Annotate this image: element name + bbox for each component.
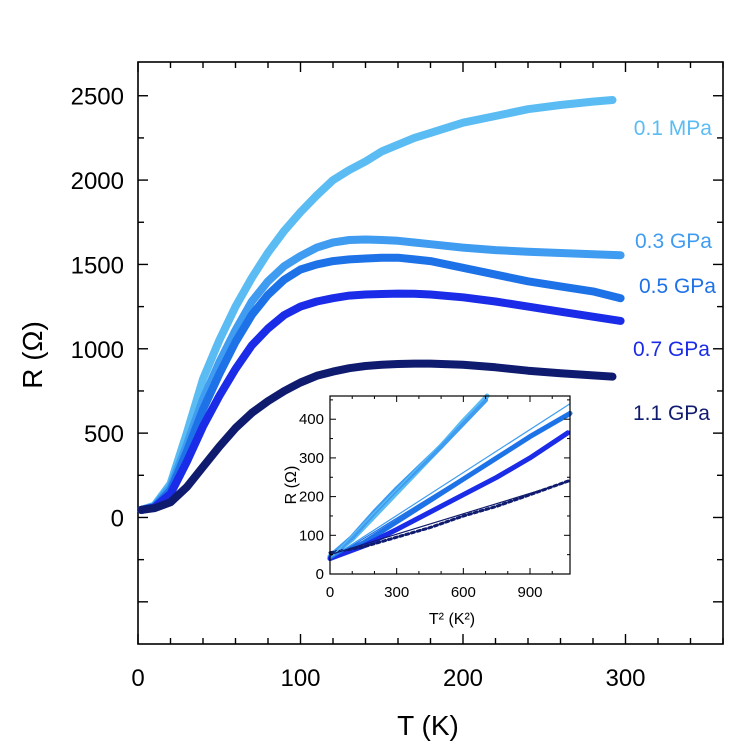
inset-y-tick-label: 0 xyxy=(316,566,324,583)
inset-plot-frame xyxy=(329,395,571,575)
inset-series xyxy=(327,393,573,561)
main-x-ticks: 0 100 200 300 xyxy=(131,62,724,692)
inset-series-5-line xyxy=(328,478,572,555)
series-0-1-mpa-line xyxy=(137,96,617,514)
series-label-0-1-mpa: 0.1 MPa xyxy=(634,117,713,140)
main-y-tick-label: 0 xyxy=(111,505,124,532)
inset-x-tick-label: 300 xyxy=(384,584,409,601)
series-label-0-5-gpa: 0.5 GPa xyxy=(639,275,716,298)
main-y-tick-label: 2000 xyxy=(71,168,124,195)
main-y-tick-label: 2500 xyxy=(71,84,124,111)
inset-x-tick-label: 0 xyxy=(326,584,334,601)
inset-y-tick-label: 300 xyxy=(299,450,324,467)
series-label-0-7-gpa: 0.7 GPa xyxy=(633,338,710,361)
main-y-axis-label: R (Ω) xyxy=(17,321,48,389)
main-x-tick-label: 0 xyxy=(131,665,144,692)
series-0-7-gpa-line xyxy=(137,289,625,514)
main-x-tick-label: 300 xyxy=(605,665,645,692)
main-y-tick-label: 500 xyxy=(84,421,124,448)
inset-y-tick-label: 200 xyxy=(299,489,324,506)
inset-fit-line-2 xyxy=(329,403,571,560)
series-0-3-gpa-line xyxy=(137,235,625,514)
inset-fit-line-1 xyxy=(329,395,488,559)
inset-x-axis-label: T² (K²) xyxy=(429,611,475,628)
main-series xyxy=(137,96,625,514)
inset-y-tick-label: 100 xyxy=(299,527,324,544)
main-y-tick-label: 1000 xyxy=(71,337,124,364)
inset-fit-line-4 xyxy=(329,480,571,556)
inset-y-axis-label: R (Ω) xyxy=(283,466,300,505)
inset-y-ticks: 0 100 200 300 400 xyxy=(299,399,570,583)
inset-fit-line-3 xyxy=(329,410,571,560)
inset-x-tick-label: 600 xyxy=(451,584,476,601)
main-y-tick-label: 1500 xyxy=(71,252,124,279)
main-x-tick-label: 100 xyxy=(280,665,320,692)
series-label-0-3-gpa: 0.3 GPa xyxy=(635,230,712,253)
main-series-labels: 0.1 MPa 0.3 GPa 0.5 GPa 0.7 GPa 1.1 GPa xyxy=(633,117,716,425)
series-0-5-gpa-line xyxy=(137,253,625,514)
inset-x-ticks: 0 300 600 900 xyxy=(326,396,553,601)
inset-x-tick-label: 900 xyxy=(517,584,542,601)
inset-y-tick-label: 400 xyxy=(299,411,324,428)
main-x-tick-label: 200 xyxy=(443,665,483,692)
main-x-axis-label: T (K) xyxy=(397,710,459,741)
series-label-1-1-gpa: 1.1 GPa xyxy=(633,402,710,425)
series-1-1-gpa-line xyxy=(137,359,617,514)
